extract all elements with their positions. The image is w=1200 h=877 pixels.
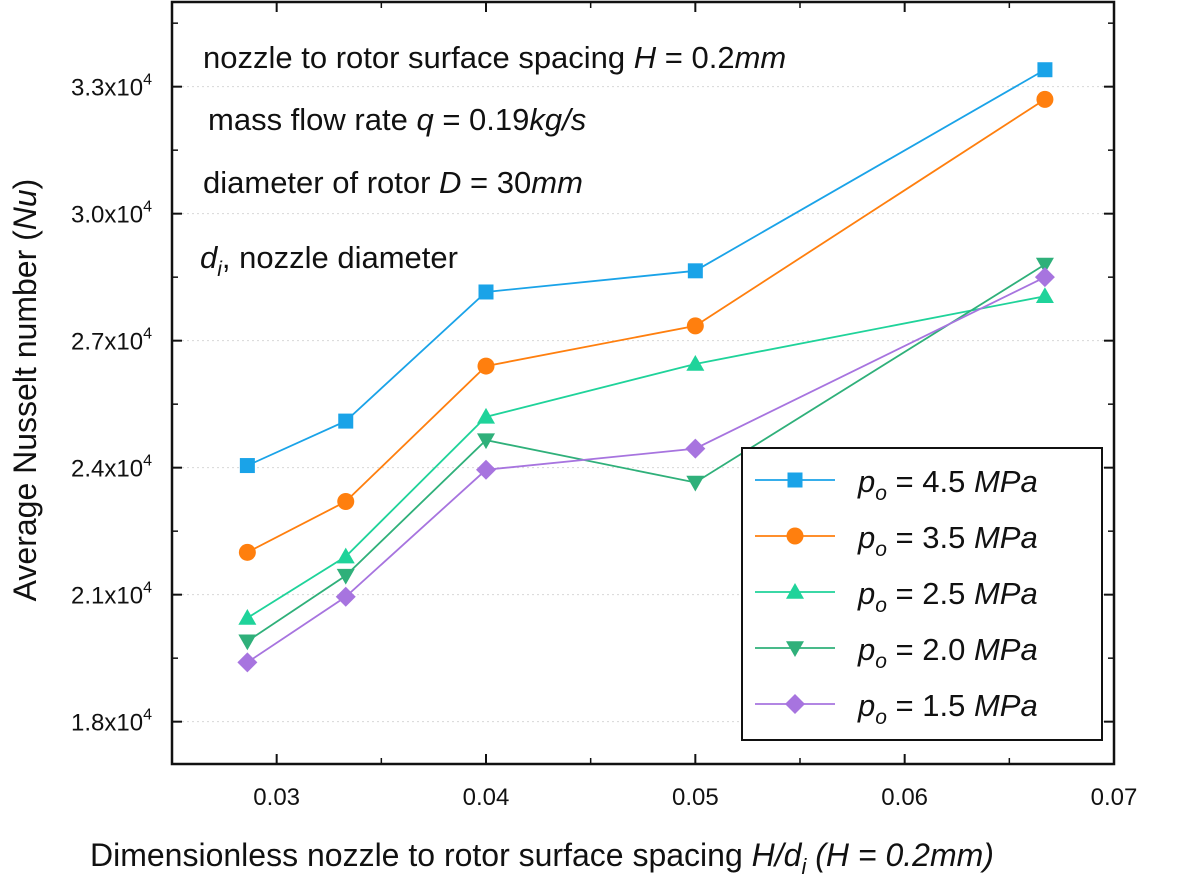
data-point: [1036, 90, 1054, 108]
x-axis-title: Dimensionless nozzle to rotor surface sp…: [90, 837, 994, 877]
data-point: [237, 652, 258, 673]
data-point: [1035, 257, 1054, 274]
x-tick-label: 0.05: [672, 784, 719, 811]
data-point: [335, 586, 356, 607]
data-point: [686, 317, 704, 335]
series-4: [237, 267, 1055, 673]
data-point: [686, 354, 705, 371]
y-axis-title: Average Nusselt number (Nu): [7, 179, 43, 602]
plot-frame: [170, 0, 1116, 766]
data-point: [1034, 267, 1055, 288]
annotation-text: di, nozzle diameter: [200, 240, 458, 281]
legend-box: [741, 447, 1103, 741]
x-axis: 0.03 0.04 0.05 0.06 0.07: [171, 2, 1138, 811]
data-point: [239, 458, 255, 474]
legend-item: po = 2.5 MPa: [755, 576, 1038, 617]
data-point: [478, 284, 494, 300]
data-point: [685, 438, 706, 459]
data-point: [238, 543, 256, 561]
data-point: [338, 413, 354, 429]
legend-item: po = 2.0 MPa: [755, 632, 1038, 673]
annotation-text: nozzle to rotor surface spacing H = 0.2m…: [203, 40, 786, 75]
series-2: [238, 287, 1054, 625]
data-point: [477, 433, 495, 450]
legend-label: po = 3.5 MPa: [857, 520, 1038, 561]
legend-item: po = 1.5 MPa: [755, 688, 1038, 729]
annotation-text: mass flow rate q = 0.19kg/s: [208, 102, 586, 137]
data-point: [477, 357, 495, 375]
data-point: [336, 568, 355, 585]
data-point: [477, 407, 495, 424]
data-point: [238, 608, 257, 625]
legend-marker: [786, 641, 804, 657]
y-tick-label: 2.4x104: [71, 453, 152, 483]
x-tick-label: 0.04: [463, 784, 510, 811]
data-point: [336, 547, 355, 564]
x-tick-label: 0.03: [253, 784, 300, 811]
legend: po = 4.5 MPa po = 3.5 MPa po = 2.5 MPa po =…: [741, 447, 1103, 741]
legend-label: po = 2.5 MPa: [857, 576, 1038, 617]
y-tick-label: 2.7x104: [71, 326, 152, 356]
data-point: [337, 493, 355, 511]
y-tick-label: 1.8x104: [71, 707, 152, 737]
data-point: [1035, 287, 1054, 303]
legend-label: po = 1.5 MPa: [857, 688, 1038, 729]
data-point: [687, 263, 703, 279]
x-tick-label: 0.07: [1091, 784, 1138, 811]
data-point: [1037, 62, 1053, 78]
legend-marker: [785, 694, 805, 714]
series-1: [238, 90, 1054, 561]
legend-label: po = 4.5 MPa: [857, 464, 1038, 505]
series-0: [239, 62, 1053, 474]
legend-item: po = 3.5 MPa: [755, 520, 1038, 561]
x-tick-label: 0.06: [881, 784, 928, 811]
series-layer: [237, 62, 1055, 673]
axis-titles: Dimensionless nozzle to rotor surface sp…: [7, 179, 994, 877]
y-tick-label: 3.3x104: [71, 72, 152, 102]
legend-item: po = 4.5 MPa: [755, 464, 1038, 505]
series-3: [238, 257, 1054, 651]
legend-marker: [787, 472, 803, 488]
legend-label: po = 2.0 MPa: [857, 632, 1038, 673]
y-tick-label: 2.1x104: [71, 580, 152, 610]
data-point: [238, 634, 257, 651]
y-axis: 1.8x104 2.1x104 2.4x104 2.7x104 3.0x104 3.3x1…: [71, 22, 1114, 737]
y-tick-label: 3.0x104: [71, 199, 152, 229]
data-point: [686, 475, 705, 492]
legend-marker: [786, 527, 804, 545]
data-point: [476, 459, 496, 480]
annotations: nozzle to rotor surface spacing H = 0.2m…: [200, 40, 786, 281]
annotation-text: diameter of rotor D = 30mm: [203, 165, 583, 200]
legend-marker: [786, 583, 804, 599]
